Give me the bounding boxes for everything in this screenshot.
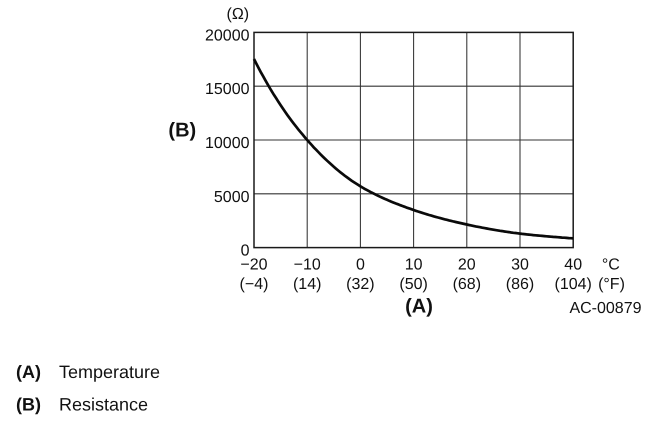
svg-text:0: 0 bbox=[356, 257, 365, 274]
svg-text:(104): (104) bbox=[555, 276, 592, 293]
svg-text:10000: 10000 bbox=[205, 135, 250, 152]
svg-text:−10: −10 bbox=[294, 257, 321, 274]
svg-text:(°F): (°F) bbox=[598, 276, 625, 293]
svg-text:40: 40 bbox=[564, 257, 582, 274]
svg-text:30: 30 bbox=[511, 257, 529, 274]
svg-text:15000: 15000 bbox=[205, 81, 250, 98]
svg-text:(86): (86) bbox=[506, 276, 534, 293]
svg-text:−20: −20 bbox=[240, 257, 267, 274]
svg-text:(B): (B) bbox=[168, 120, 196, 142]
svg-text:(Ω): (Ω) bbox=[226, 6, 249, 23]
svg-text:20000: 20000 bbox=[205, 27, 250, 44]
svg-text:(A): (A) bbox=[405, 296, 433, 318]
svg-text:Temperature: Temperature bbox=[59, 362, 160, 382]
svg-text:°C: °C bbox=[602, 257, 620, 274]
svg-text:Resistance: Resistance bbox=[59, 395, 148, 415]
svg-text:0: 0 bbox=[241, 243, 250, 260]
svg-text:20: 20 bbox=[458, 257, 476, 274]
svg-text:(−4): (−4) bbox=[240, 276, 269, 293]
svg-text:AC-00879: AC-00879 bbox=[569, 300, 641, 317]
svg-text:(A): (A) bbox=[16, 362, 41, 382]
svg-text:(32): (32) bbox=[346, 276, 374, 293]
svg-text:5000: 5000 bbox=[214, 189, 250, 206]
svg-text:(14): (14) bbox=[293, 276, 321, 293]
svg-text:(68): (68) bbox=[453, 276, 481, 293]
svg-text:10: 10 bbox=[405, 257, 423, 274]
svg-text:(50): (50) bbox=[399, 276, 427, 293]
svg-text:(B): (B) bbox=[16, 395, 41, 415]
